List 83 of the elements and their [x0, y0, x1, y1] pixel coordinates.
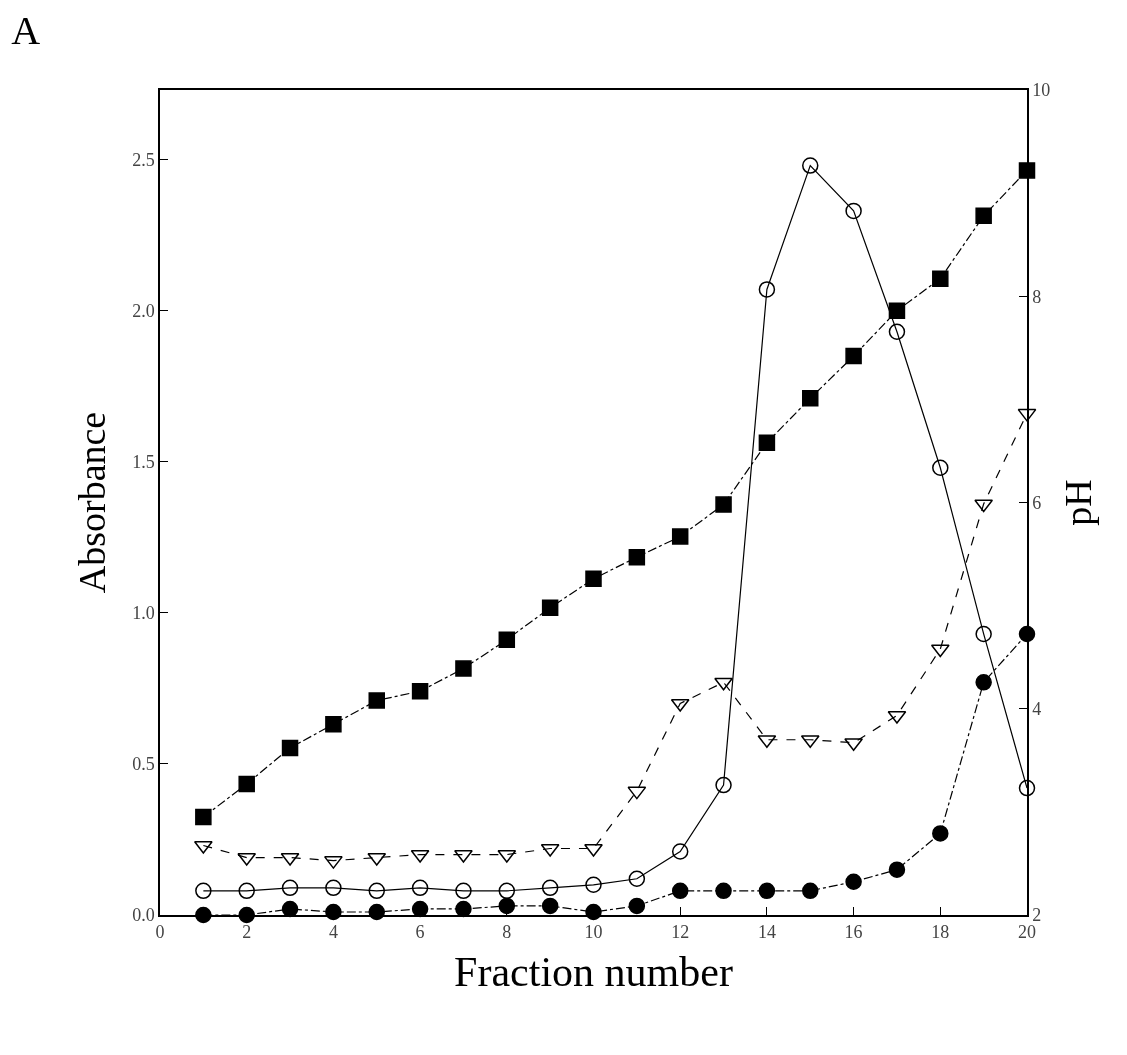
y2-tick-label: 10	[1032, 80, 1051, 101]
x-tick-label: 8	[502, 922, 512, 943]
point	[888, 323, 906, 340]
point	[975, 207, 992, 225]
x-tick-label: 0	[155, 922, 165, 943]
y2-axis-title: pH	[1056, 479, 1099, 526]
point	[541, 897, 559, 915]
point	[888, 302, 906, 319]
x-tick-label: 4	[328, 922, 338, 943]
point	[1017, 408, 1037, 422]
point	[671, 528, 689, 545]
point	[193, 840, 213, 854]
point	[975, 674, 992, 691]
point	[368, 882, 385, 900]
point	[281, 879, 299, 897]
point	[195, 808, 212, 826]
point	[627, 786, 647, 800]
point	[585, 570, 602, 588]
point	[1018, 779, 1036, 797]
point	[195, 882, 212, 900]
point	[498, 631, 516, 648]
point	[845, 347, 862, 365]
y2-tick-label: 8	[1032, 286, 1042, 307]
chart-title: A	[11, 7, 41, 53]
x-tick-label: 2	[242, 922, 252, 943]
point	[411, 682, 429, 700]
point	[325, 715, 342, 733]
point	[455, 882, 472, 900]
y-axis-title: Absorbance	[70, 411, 113, 594]
point	[758, 434, 776, 451]
point	[845, 202, 862, 220]
point	[281, 739, 299, 757]
point	[802, 390, 819, 407]
y-tick-label: 2.5	[132, 149, 155, 170]
point	[325, 879, 342, 897]
point	[238, 882, 255, 900]
x-axis-title: Fraction number	[454, 948, 733, 995]
point	[714, 677, 733, 691]
x-tick-label: 14	[757, 922, 776, 943]
point	[975, 625, 992, 643]
point	[411, 879, 429, 897]
point	[585, 876, 602, 894]
y2-tick-label: 4	[1032, 699, 1042, 720]
point	[715, 882, 732, 900]
point	[802, 157, 819, 174]
point	[930, 644, 950, 658]
point	[932, 459, 949, 476]
point	[455, 900, 472, 918]
point	[932, 825, 949, 842]
point	[541, 879, 559, 897]
point	[802, 882, 819, 900]
y-tick-label: 0.0	[132, 905, 155, 926]
point	[932, 270, 949, 287]
point	[628, 897, 646, 915]
x-tick-label: 10	[584, 922, 603, 943]
point	[368, 692, 385, 709]
y-tick-label: 1.5	[132, 452, 155, 472]
point	[670, 698, 690, 712]
point	[715, 776, 732, 794]
point	[498, 882, 516, 900]
point	[758, 882, 776, 900]
point	[541, 599, 559, 616]
point	[671, 843, 689, 860]
point	[974, 499, 994, 513]
x-tick-label: 16	[844, 922, 863, 943]
y-tick-label: 1.0	[132, 603, 155, 624]
point	[845, 873, 862, 890]
y-tick-label: 2.0	[132, 300, 155, 321]
point	[758, 281, 776, 298]
y-tick-label: 0.5	[132, 754, 155, 775]
point	[281, 900, 299, 918]
point	[455, 660, 472, 677]
point	[238, 775, 255, 793]
point	[671, 882, 689, 900]
x-tick-label: 18	[931, 922, 950, 943]
point	[628, 870, 646, 887]
y2-tick-label: 6	[1032, 492, 1042, 513]
x-tick-label: 6	[415, 922, 425, 943]
point	[715, 496, 732, 513]
x-tick-label: 12	[671, 922, 690, 943]
point	[498, 897, 516, 915]
point	[888, 861, 906, 878]
point	[628, 548, 646, 566]
